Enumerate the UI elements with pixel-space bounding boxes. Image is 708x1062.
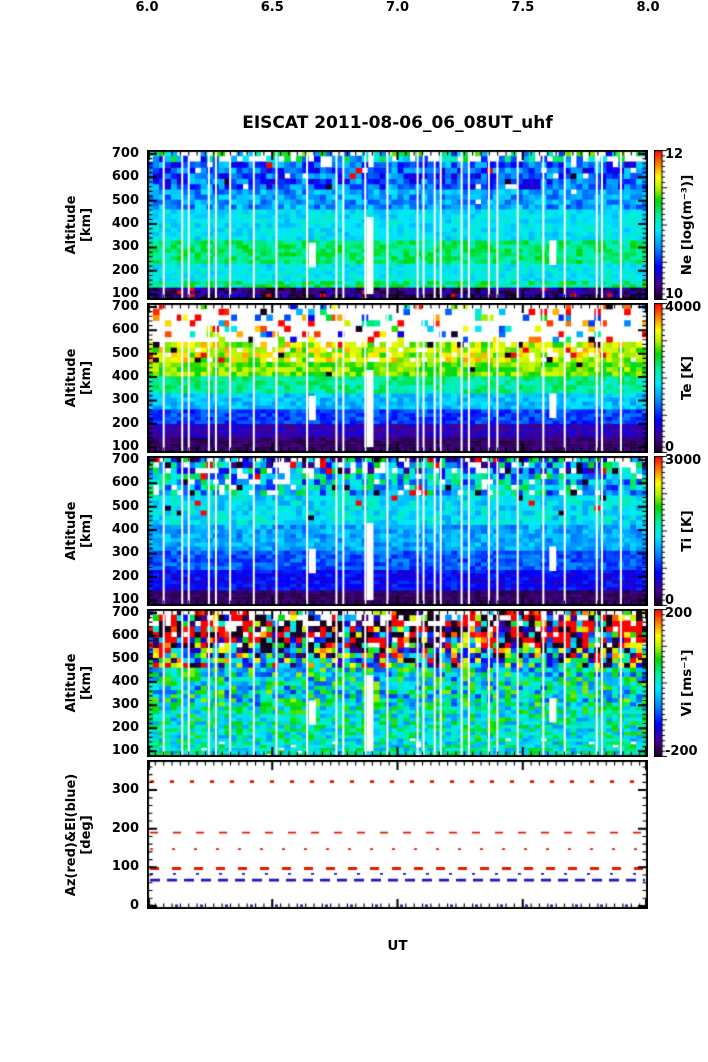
y-tick-label: 700 <box>111 451 139 467</box>
ne-heatmap-canvas <box>147 150 648 300</box>
te-colorbar <box>654 303 670 453</box>
ne-colorbar-min: 10 <box>665 287 684 302</box>
y-tick-label: 200 <box>111 262 139 278</box>
te-colorbar-min: 0 <box>665 440 675 455</box>
x-axis-title: UT <box>387 938 408 954</box>
ne-colorbar-max: 12 <box>665 147 684 162</box>
y-tick-label: 600 <box>111 169 139 185</box>
y-tick-label: 500 <box>111 651 139 667</box>
vi-colorbar <box>654 609 670 757</box>
x-tick-label: 6.5 <box>260 0 284 15</box>
y-tick-label: 300 <box>111 392 139 408</box>
y-tick-label: 0 <box>129 897 139 913</box>
y-tick-label: 700 <box>111 145 139 161</box>
y-tick-label: 500 <box>111 192 139 208</box>
y-tick-label: 300 <box>111 782 139 798</box>
y-tick-label: 100 <box>111 859 139 875</box>
ne-colorbar <box>654 150 670 300</box>
ti-colorbar-min: 0 <box>665 593 675 608</box>
x-tick-label: 7.0 <box>385 0 410 15</box>
y-tick-label: 300 <box>111 697 139 713</box>
ti-heatmap-canvas <box>147 456 648 606</box>
y-tick-label: 700 <box>111 298 139 314</box>
y-tick-label: 200 <box>111 720 139 736</box>
y-tick-label: 400 <box>111 369 139 385</box>
vi-colorbar-min: -200 <box>665 744 698 759</box>
vi-colorbar-label: Vi [ms⁻¹] <box>679 649 695 717</box>
y-tick-label: 600 <box>111 322 139 338</box>
x-tick-label: 7.5 <box>511 0 535 15</box>
te-heatmap-canvas <box>147 303 648 453</box>
te-colorbar-max: 4000 <box>665 300 702 315</box>
y-tick-label: 100 <box>111 286 139 302</box>
y-tick-label: 400 <box>111 522 139 538</box>
y-tick-label: 400 <box>111 674 139 690</box>
x-tick-label: 6.0 <box>135 0 159 15</box>
y-tick-label: 600 <box>111 475 139 491</box>
y-tick-label: 600 <box>111 627 139 643</box>
y-tick-label: 200 <box>111 415 139 431</box>
vi-colorbar-max: 200 <box>665 606 693 621</box>
ti-colorbar <box>654 456 670 606</box>
y-tick-label: 700 <box>111 604 139 620</box>
y-tick-label: 100 <box>111 439 139 455</box>
y-tick-label: 300 <box>111 239 139 255</box>
ne-colorbar-label: Ne [log(m⁻³)] <box>679 174 695 276</box>
figure-title: EISCAT 2011-08-06_06_08UT_uhf <box>242 113 553 133</box>
x-tick-label: 8.0 <box>636 0 660 15</box>
y-tick-label: 500 <box>111 345 139 361</box>
azel-line-canvas <box>147 760 648 909</box>
y-tick-label: 400 <box>111 216 139 232</box>
y-tick-label: 300 <box>111 545 139 561</box>
vi-heatmap-canvas <box>147 609 648 757</box>
y-tick-label: 200 <box>111 820 139 836</box>
ti-colorbar-max: 3000 <box>665 453 702 468</box>
y-tick-label: 100 <box>111 592 139 608</box>
y-tick-label: 500 <box>111 498 139 514</box>
y-tick-label: 200 <box>111 568 139 584</box>
ti-colorbar-label: Ti [K] <box>679 510 695 552</box>
y-tick-label: 100 <box>111 743 139 759</box>
te-colorbar-label: Te [K] <box>679 355 695 401</box>
